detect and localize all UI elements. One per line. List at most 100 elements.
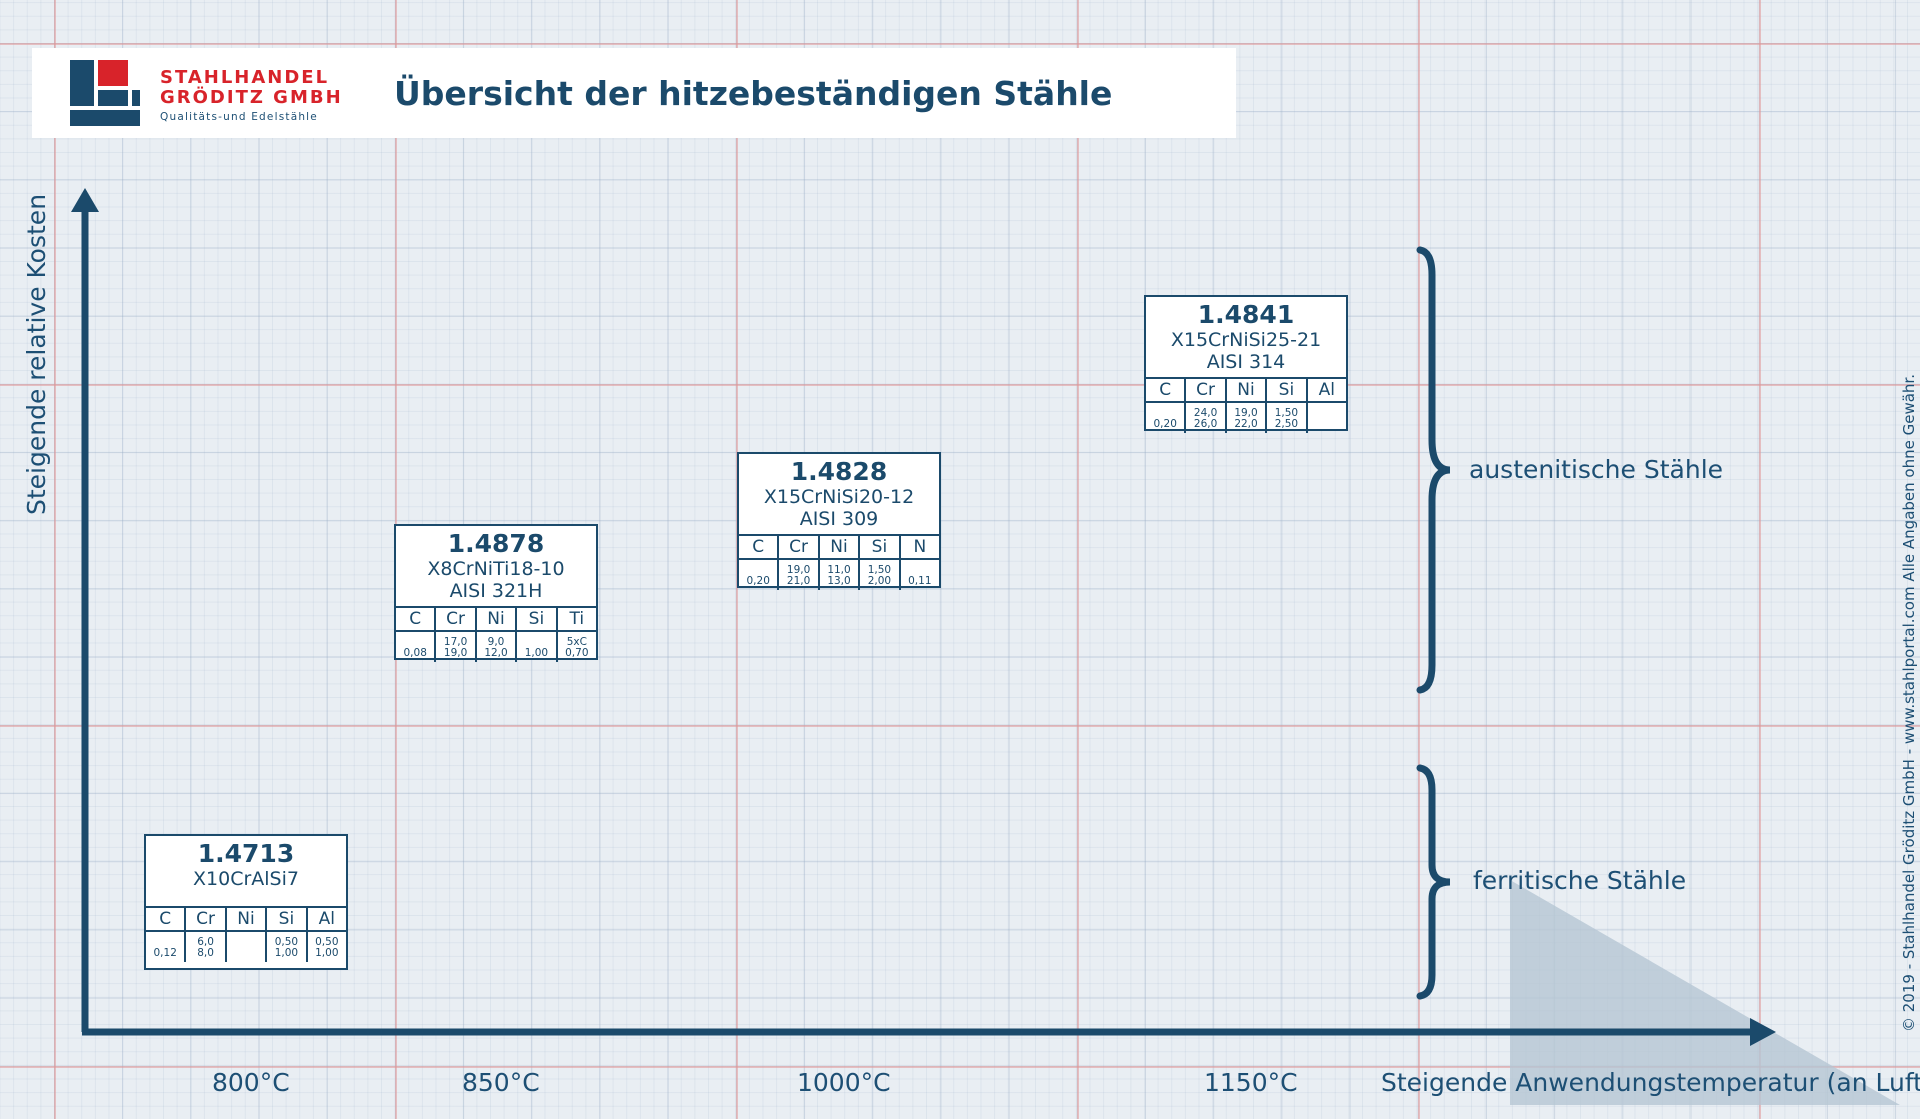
ferritic-group-label: ferritische Stähle <box>1473 866 1687 895</box>
element-symbol: Cr <box>434 608 474 630</box>
element-value: 0,12 <box>146 932 184 962</box>
austenitic-group-label: austenitische Stähle <box>1469 455 1724 484</box>
element-value-line: 0,08 <box>403 647 427 659</box>
element-value-line: 2,50 <box>1274 418 1299 430</box>
element-symbol: Ni <box>474 608 515 630</box>
element-value: 17,0 19,0 <box>434 632 474 662</box>
element-symbol: Si <box>265 908 305 930</box>
element-value-row: 0,12 6,0 8,0 0,50 1,00 0,50 1,00 <box>146 930 346 962</box>
element-value: 0,11 <box>898 560 939 590</box>
element-symbol: C <box>752 537 765 557</box>
steel-number: 1.4713 <box>197 839 295 868</box>
element-value-line: 0,12 <box>153 947 177 959</box>
element-value-line: 1,00 <box>524 647 549 659</box>
element-value-line: 0,11 <box>908 575 932 587</box>
steel-designation: X15CrNiSi25-21 <box>1170 329 1322 351</box>
element-header-row: C Cr Ni Si Ti <box>396 606 596 630</box>
aisi-designation: AISI 309 <box>799 508 879 530</box>
element-value: 1,50 2,50 <box>1265 403 1305 433</box>
element-value: 1,50 2,00 <box>858 560 898 590</box>
element-header-row: C Cr Ni Si Al <box>1146 377 1346 401</box>
element-value-line: 0,20 <box>746 575 770 587</box>
element-value: 0,50 1,00 <box>305 932 346 962</box>
element-symbol: Al <box>1305 379 1346 401</box>
austenitic-brace-icon <box>1416 246 1451 694</box>
element-value <box>1305 403 1346 433</box>
element-value-line: 13,0 <box>827 575 851 587</box>
aisi-designation: AISI 321H <box>449 580 543 602</box>
element-value: 0,08 <box>396 632 434 662</box>
element-symbol: Ni <box>1224 379 1265 401</box>
company-logo-icon <box>70 60 140 126</box>
element-symbol: N <box>898 536 939 558</box>
steel-card-1-4878: 1.4878 X8CrNiTi18-10 AISI 321H C Cr Ni Si Ti… <box>394 524 598 662</box>
element-value-line: 24,0 <box>1193 407 1218 419</box>
y-axis-arrow-icon <box>71 188 99 212</box>
element-symbol: Si <box>858 536 898 558</box>
element-value-line: 2,00 <box>867 575 892 587</box>
steel-card-1-4841: 1.4841 X15CrNiSi25-21 AISI 314 C Cr Ni Si Al… <box>1144 295 1348 433</box>
element-value-line: 1,00 <box>274 947 299 959</box>
element-value-line: 19,0 <box>443 647 468 659</box>
element-value: 6,0 8,0 <box>184 932 224 962</box>
element-value: 9,0 12,0 <box>474 632 515 662</box>
element-value-line: 26,0 <box>1193 418 1218 430</box>
element-symbol: C <box>159 909 172 929</box>
x-tick-800: 800°C <box>212 1068 290 1097</box>
element-value-line: 1,50 <box>867 564 892 576</box>
element-value: 24,0 26,0 <box>1184 403 1224 433</box>
element-value-line: 12,0 <box>484 647 508 659</box>
steel-number: 1.4828 <box>790 457 888 486</box>
element-header-row: C Cr Ni Si Al <box>146 906 346 930</box>
element-value: 0,20 <box>1146 403 1184 433</box>
element-value-line: 17,0 <box>443 636 468 648</box>
element-value-line: 1,00 <box>315 947 339 959</box>
element-value-line: 11,0 <box>827 564 851 576</box>
element-value-line: 0,70 <box>565 647 589 659</box>
y-axis-label: Steigende relative Kosten <box>22 193 51 515</box>
element-value-line: 5xC <box>566 636 587 648</box>
element-value-line: 21,0 <box>786 575 811 587</box>
element-value-line: 9,0 <box>487 636 505 648</box>
aisi-designation: AISI 314 <box>1206 351 1286 373</box>
element-value-line: 0,50 <box>315 936 339 948</box>
element-symbol: Cr <box>1184 379 1224 401</box>
element-value-line: 1,50 <box>1274 407 1299 419</box>
element-value: 5xC 0,70 <box>555 632 596 662</box>
x-axis-arrow-icon <box>1750 1018 1776 1046</box>
element-symbol: C <box>409 609 422 629</box>
logo-name-line1: STAHLHANDEL <box>160 67 330 88</box>
element-value-row: 0,08 17,0 19,0 9,0 12,0 1,00 5xC 0,70 <box>396 630 596 662</box>
element-value-line: 6,0 <box>197 936 214 948</box>
element-symbol: Si <box>1265 379 1305 401</box>
company-logo-text: STAHLHANDEL GRÖDITZ GMBH Qualitäts-und E… <box>160 67 343 124</box>
element-symbol: C <box>1159 380 1172 400</box>
logo-name-line2: GRÖDITZ GMBH <box>160 87 343 108</box>
element-symbol: Cr <box>777 536 817 558</box>
element-symbol: Si <box>515 608 555 630</box>
element-header-row: C Cr Ni Si N <box>739 534 939 558</box>
steel-card-1-4713: 1.4713 X10CrAlSi7 C Cr Ni Si Al 0,12 6,0 8,0 0,… <box>144 834 348 970</box>
element-value-line: 8,0 <box>197 947 214 959</box>
steel-designation: X10CrAlSi7 <box>193 868 299 890</box>
element-value: 19,0 22,0 <box>1224 403 1265 433</box>
x-tick-1000: 1000°C <box>797 1068 891 1097</box>
element-value-row: 0,20 19,0 21,0 11,0 13,0 1,50 2,00 0,11 <box>739 558 939 590</box>
steel-number: 1.4878 <box>447 529 545 558</box>
element-value-line: 22,0 <box>1234 418 1258 430</box>
header-banner: STAHLHANDEL GRÖDITZ GMBH Qualitäts-und E… <box>32 48 1236 138</box>
x-tick-850: 850°C <box>462 1068 540 1097</box>
page-title: Übersicht der hitzebeständigen Stähle <box>394 74 1113 113</box>
element-value <box>224 932 265 962</box>
logo-tagline: Qualitäts-und Edelstähle <box>160 111 318 123</box>
element-value: 1,00 <box>515 632 555 662</box>
x-axis-label: Steigende Anwendungstemperatur (an Luft) <box>1381 1068 1920 1097</box>
element-value-line: 0,50 <box>274 936 299 948</box>
ferritic-brace-icon <box>1416 764 1451 1000</box>
element-value-line: 0,20 <box>1153 418 1177 430</box>
element-symbol: Ti <box>555 608 596 630</box>
element-symbol: Ni <box>817 536 858 558</box>
element-symbol: Ni <box>224 908 265 930</box>
element-value-line: 19,0 <box>786 564 811 576</box>
copyright-note: © 2019 - Stahlhandel Gröditz GmbH - www.… <box>1900 374 1918 1032</box>
